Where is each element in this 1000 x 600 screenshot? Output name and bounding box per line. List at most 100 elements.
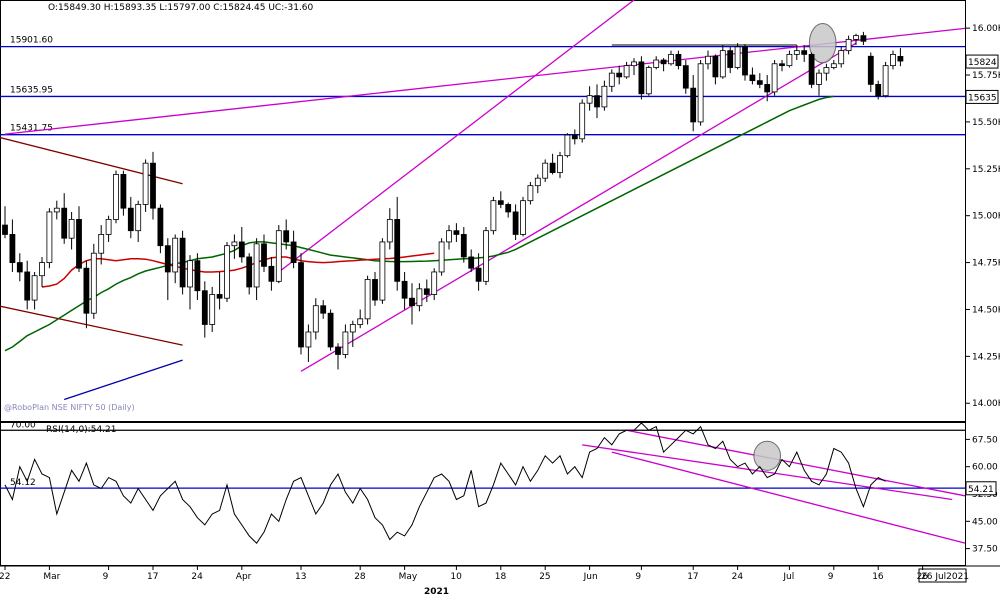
candle-body <box>823 67 830 74</box>
candle-body <box>53 207 60 213</box>
candle <box>557 151 563 179</box>
candle <box>512 204 519 241</box>
candle <box>401 271 408 310</box>
candle <box>734 43 741 70</box>
support-line <box>63 359 183 401</box>
candle-body <box>490 200 497 232</box>
candle <box>712 54 719 85</box>
candle <box>631 58 637 76</box>
candle <box>216 271 223 310</box>
candle <box>742 44 748 81</box>
candle <box>164 238 171 301</box>
candle <box>386 208 393 250</box>
candle <box>349 320 356 347</box>
candle <box>727 46 734 74</box>
candle-body <box>39 262 45 277</box>
candle-body <box>697 63 704 123</box>
candle-body <box>209 294 216 325</box>
candle <box>697 60 704 126</box>
candle-body <box>261 243 267 267</box>
candle-body <box>187 260 193 288</box>
candle-body <box>705 55 711 65</box>
candle-body <box>90 252 97 314</box>
candle-body <box>594 95 600 108</box>
candle <box>801 45 808 62</box>
candle <box>838 46 845 68</box>
x-tick-label: 17 <box>147 572 158 582</box>
candle-body <box>83 267 90 314</box>
candle <box>201 281 208 338</box>
candle-body <box>216 294 223 299</box>
rsi-y-tick-label: 67.50 <box>972 435 998 445</box>
candle-body <box>61 207 68 239</box>
trend-line <box>4 27 966 135</box>
candle-body <box>357 318 364 325</box>
candle <box>867 52 874 92</box>
candle-body <box>446 230 452 243</box>
candle <box>571 129 578 145</box>
candle <box>364 275 371 325</box>
candle-body <box>675 53 682 67</box>
candle <box>98 225 105 265</box>
candle <box>586 86 593 111</box>
x-tick-label: May <box>399 572 418 582</box>
candle <box>527 181 534 205</box>
candle-body <box>867 55 874 85</box>
x-tick-label: 22 <box>0 572 10 582</box>
candle <box>705 50 711 70</box>
price-y-tick-label: 14.00K <box>972 399 1000 409</box>
candle <box>275 225 282 284</box>
candle-body <box>882 65 889 97</box>
price-y-tick-label: 15.75K <box>972 71 1000 81</box>
candle <box>542 159 549 182</box>
x-tick-label: 16 <box>872 572 884 582</box>
trend-line <box>278 0 635 273</box>
candle <box>194 253 201 301</box>
candle-body <box>2 224 8 235</box>
price-y-tick-label: 14.75K <box>972 259 1000 269</box>
candle-body <box>224 245 230 299</box>
candle <box>394 196 401 291</box>
candle-body <box>416 288 423 307</box>
candle <box>549 153 556 175</box>
candle-body <box>401 280 408 299</box>
candle <box>142 159 149 212</box>
candle <box>579 99 586 143</box>
candle-body <box>453 230 460 235</box>
x-tick-label: 28 <box>354 572 366 582</box>
short-moving-average-line <box>41 252 435 288</box>
candle-body <box>290 241 297 263</box>
candle-body <box>756 80 763 85</box>
candle-body <box>423 288 430 295</box>
x-tick-label: 25 <box>539 572 550 582</box>
candle <box>816 69 822 96</box>
candle <box>31 271 38 310</box>
candle <box>719 45 726 79</box>
x-tick-label: 10 <box>450 572 462 582</box>
candle <box>16 253 23 282</box>
candle <box>882 61 889 98</box>
candle-body <box>253 243 260 288</box>
rsi-level-label: 70.00 <box>10 420 36 430</box>
price-tag-label: 15635.9 <box>968 93 1000 103</box>
candle <box>438 238 445 276</box>
candle-body <box>98 234 105 254</box>
candle <box>68 211 75 250</box>
candle <box>46 208 53 269</box>
candle-body <box>749 74 756 82</box>
price-frame <box>0 0 966 422</box>
candle-body <box>623 65 630 78</box>
candle-body <box>335 346 341 355</box>
rsi-y-tick-label: 60.00 <box>972 463 998 473</box>
candle <box>860 31 867 46</box>
candle-body <box>497 200 504 205</box>
trend-line <box>300 42 857 372</box>
candle <box>771 60 778 96</box>
candle <box>830 60 837 70</box>
candle-body <box>231 241 238 247</box>
channel-line <box>0 305 183 346</box>
rsi-line <box>4 422 886 544</box>
x-tick-label: 26 <box>917 572 929 582</box>
candle-body <box>157 207 164 247</box>
candle-body <box>801 50 808 55</box>
